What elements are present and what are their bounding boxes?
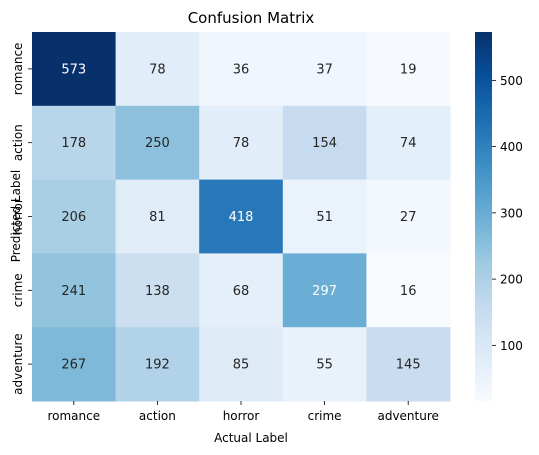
cell-value-label: 36	[233, 62, 250, 77]
cell-value-label: 27	[400, 210, 417, 225]
cell-value-label: 178	[61, 136, 86, 151]
cell-value-label: 192	[145, 358, 170, 373]
colorbar-ticks: 100 200 300 400 500	[492, 74, 523, 353]
cell-value-label: 37	[316, 62, 333, 77]
colorbar	[475, 32, 492, 401]
cell-value-label: 85	[233, 358, 250, 373]
x-tick-label: romance	[47, 409, 100, 423]
cell-value-label: 250	[145, 136, 170, 151]
heatmap-cells	[32, 32, 451, 402]
heatmap-cell	[366, 253, 451, 328]
y-tick-label: crime	[11, 273, 25, 307]
cell-value-label: 19	[400, 62, 417, 77]
cell-value-label: 74	[400, 136, 417, 151]
cell-value-label: 81	[149, 210, 166, 225]
x-axis-ticks: romance action horror crime adventure	[47, 401, 439, 423]
heatmap-cell	[199, 105, 284, 181]
cell-value-label: 78	[149, 62, 166, 77]
heatmap-cell	[366, 179, 451, 254]
heatmap-cell	[115, 32, 200, 107]
heatmap-cell	[32, 253, 117, 328]
y-axis-ticks: romance action horror crime adventure	[11, 43, 32, 395]
y-axis-label: Predicted Label	[9, 170, 23, 263]
colorbar-tick-label: 400	[500, 140, 523, 154]
y-tick-label: romance	[11, 43, 25, 96]
cell-value-label: 206	[61, 210, 86, 225]
heatmap-cell	[115, 327, 200, 402]
heatmap-cell	[282, 179, 367, 254]
cell-value-label: 51	[316, 210, 333, 225]
heatmap-cell	[282, 327, 367, 402]
cell-value-label: 68	[233, 284, 250, 299]
cell-value-label: 241	[61, 284, 86, 299]
heatmap-cell	[32, 32, 117, 107]
cell-value-label: 267	[61, 358, 86, 373]
x-tick-label: crime	[308, 409, 342, 423]
colorbar-tick-label: 100	[500, 339, 523, 353]
cell-value-label: 418	[229, 210, 254, 225]
colorbar-tick-label: 300	[500, 206, 523, 220]
y-tick-label: action	[11, 124, 25, 161]
cell-value-label: 138	[145, 284, 170, 299]
x-tick-label: action	[139, 409, 176, 423]
heatmap-cell	[366, 327, 451, 402]
cell-value-label: 16	[400, 284, 417, 299]
cell-value-label: 297	[312, 284, 337, 299]
heatmap-cell	[199, 179, 284, 254]
colorbar-tick-label: 200	[500, 273, 523, 287]
cell-value-label: 55	[316, 358, 333, 373]
heatmap-cell	[282, 32, 367, 107]
heatmap-cell	[282, 253, 367, 328]
heatmap-cell	[366, 105, 451, 181]
heatmap-cell	[199, 253, 284, 328]
chart-title: Confusion Matrix	[188, 9, 315, 27]
x-tick-label: adventure	[377, 409, 438, 423]
cell-value-label: 573	[61, 62, 86, 77]
heatmap-cell	[32, 105, 117, 181]
heatmap-cell	[199, 327, 284, 402]
y-tick-label: adventure	[11, 333, 25, 394]
heatmap-cell	[115, 179, 200, 254]
heatmap-cell	[115, 253, 200, 328]
heatmap-cell	[32, 179, 117, 254]
colorbar-tick-label: 500	[500, 74, 523, 88]
cell-value-label: 154	[312, 136, 337, 151]
cell-value-label: 145	[396, 358, 421, 373]
heatmap-cell	[282, 105, 367, 181]
x-tick-label: horror	[223, 409, 260, 423]
heatmap-cell	[115, 105, 200, 181]
cell-value-label: 78	[233, 136, 250, 151]
y-tick-label: horror	[11, 198, 25, 235]
heatmap-cell	[366, 32, 451, 107]
heatmap-cell	[199, 32, 284, 107]
x-axis-label: Actual Label	[214, 431, 288, 445]
heatmap-cell-labels: 573 78 36 37 19 178 250 78 154 74 206 81 418 51 27 241 1…	[61, 62, 420, 372]
heatmap-cell	[32, 327, 117, 402]
